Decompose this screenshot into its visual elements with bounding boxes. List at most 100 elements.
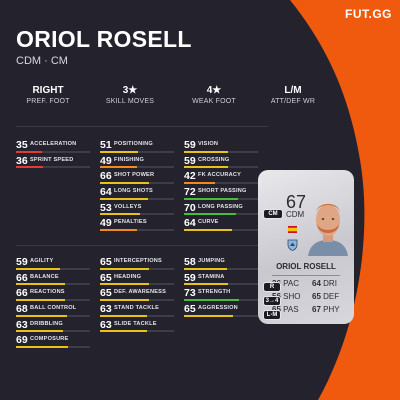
info-value: 4★ <box>206 85 222 96</box>
card-player-name: ORIOL ROSELL <box>276 262 336 271</box>
stat-bar-track <box>100 213 174 216</box>
player-info-row: RIGHT PREF. FOOT 3★ SKILL MOVES 4★ WEAK … <box>0 85 340 115</box>
stat-label: POSITIONING <box>114 141 153 147</box>
stat-row: 69 COMPOSURE <box>16 334 96 350</box>
stat-value: 69 <box>16 334 28 347</box>
stat-value: 72 <box>184 186 196 199</box>
stat-label: CROSSING <box>198 156 230 163</box>
stat-label: JUMPING <box>198 258 225 264</box>
card-stat-label: PAC <box>283 279 299 288</box>
stat-bar-track <box>100 228 174 231</box>
stat-row: 73 STRENGTH <box>184 287 264 303</box>
card-stat-value: 65 <box>312 292 321 301</box>
stat-bar-track <box>184 181 258 184</box>
stat-bar-fill <box>100 330 148 333</box>
stat-bar-fill <box>16 267 61 270</box>
stat-bar-fill <box>16 283 66 286</box>
stat-bar-fill <box>184 314 233 317</box>
card-stat-phy: 67 PHY <box>312 305 340 314</box>
stat-bar-fill <box>184 267 228 270</box>
defending-stats: 65 INTERCEPTIONS 65 HEADING 65 DEF. AWARENESS… <box>100 256 180 334</box>
stat-bar-fill <box>100 267 149 270</box>
player-face-image <box>308 204 348 256</box>
stat-row: 59 STAMINA <box>184 272 264 288</box>
stat-value: 63 <box>16 318 28 331</box>
player-name: ORIOL ROSELL <box>16 26 192 52</box>
stat-bar-fill <box>184 181 216 184</box>
stat-bar-fill <box>16 330 64 333</box>
info-label: SKILL MOVES <box>105 98 155 105</box>
stat-value: 66 <box>100 170 112 183</box>
stat-bar-fill <box>184 298 239 301</box>
stat-row: 63 STAND TACKLE <box>100 303 180 319</box>
stat-bar-fill <box>16 345 68 348</box>
brand-logo[interactable]: FUT.GG <box>345 7 392 21</box>
stat-label: STRENGTH <box>198 289 231 296</box>
stat-bar-track <box>100 283 174 286</box>
stat-bar-fill <box>100 314 148 317</box>
stat-bar-track <box>100 150 174 153</box>
stat-row: 58 JUMPING <box>184 256 264 272</box>
work-rates: L/M ATT/DEF WR <box>258 85 328 105</box>
stat-bar-fill <box>16 314 67 317</box>
stat-bar-fill <box>100 283 149 286</box>
stat-bar-fill <box>184 197 238 200</box>
stat-bar-fill <box>184 283 229 286</box>
stat-value: 64 <box>100 186 112 199</box>
stat-row: 68 BALL CONTROL <box>16 303 96 319</box>
stat-bar-fill <box>100 166 137 169</box>
shooting-stats: 51 POSITIONING 49 FINISHING 66 SHOT POWER 64 LO… <box>100 139 180 233</box>
stat-bar-track <box>16 314 90 317</box>
info-value: RIGHT <box>32 85 64 96</box>
stat-value: 64 <box>184 217 196 230</box>
stat-label: CURVE <box>198 219 219 226</box>
stat-label: SPRINT SPEED <box>30 156 74 163</box>
card-stat-label: DRI <box>323 279 337 288</box>
info-label: PREF. FOOT <box>26 98 70 105</box>
stat-value: 53 <box>100 201 112 214</box>
stat-bar-track <box>100 298 174 301</box>
stat-label: SLIDE TACKLE <box>114 320 157 327</box>
stat-value: 35 <box>16 139 28 151</box>
stat-value: 66 <box>16 287 28 300</box>
stat-bar-track <box>184 283 258 286</box>
stat-value: 59 <box>184 139 196 151</box>
dribbling-stats: 59 AGILITY 66 BALANCE 66 REACTIONS 68 BALL CONT… <box>16 256 96 350</box>
stat-bar-track <box>100 181 174 184</box>
stat-row: 65 INTERCEPTIONS <box>100 256 180 272</box>
skills-weakfoot-badge: 3→4 <box>263 296 281 306</box>
stat-label: STAND TACKLE <box>114 305 160 312</box>
physical-stats: 58 JUMPING 59 STAMINA 73 STRENGTH 65 AGGRESSION <box>184 256 264 319</box>
stat-value: 59 <box>16 256 28 268</box>
stat-value: 59 <box>184 271 196 284</box>
stat-row: 35 ACCELERATION <box>16 139 96 155</box>
stat-bar-fill <box>100 197 148 200</box>
stat-bar-track <box>184 166 258 169</box>
stat-value: 65 <box>184 303 196 316</box>
stat-bar-track <box>184 197 258 200</box>
divider-line <box>16 126 268 127</box>
stat-bar-fill <box>184 228 232 231</box>
stat-label: DEF. AWARENESS <box>114 289 167 296</box>
card-stat-label: PAS <box>283 305 299 314</box>
passing-stats: 59 VISION 59 CROSSING 42 FK ACCURACY 72 SHORT P… <box>184 139 264 233</box>
stat-row: 63 SLIDE TACKLE <box>100 319 180 335</box>
stat-bar-track <box>16 283 90 286</box>
skill-moves: 3★ SKILL MOVES <box>95 85 165 105</box>
player-card[interactable]: 67 CDM ORIOL ROSELL 36 PAC 64 DRI 56 SHO… <box>258 170 354 324</box>
stat-row: 72 SHORT PASSING <box>184 186 264 202</box>
card-rating: 67 <box>286 192 307 212</box>
stat-row: 64 LONG SHOTS <box>100 186 180 202</box>
card-stat-label: PHY <box>323 305 340 314</box>
stat-row: 63 DRIBBLING <box>16 319 96 335</box>
stat-row: 66 REACTIONS <box>16 287 96 303</box>
info-label: ATT/DEF WR <box>270 98 316 105</box>
stat-bar-track <box>16 330 90 333</box>
stat-bar-fill <box>184 166 229 169</box>
pace-stats: 35 ACCELERATION 36 SPRINT SPEED <box>16 139 96 170</box>
stat-bar-track <box>100 197 174 200</box>
stat-label: PENALTIES <box>114 219 147 226</box>
stat-value: 63 <box>100 303 112 316</box>
stat-value: 42 <box>184 170 196 183</box>
stat-bar-fill <box>16 298 66 301</box>
